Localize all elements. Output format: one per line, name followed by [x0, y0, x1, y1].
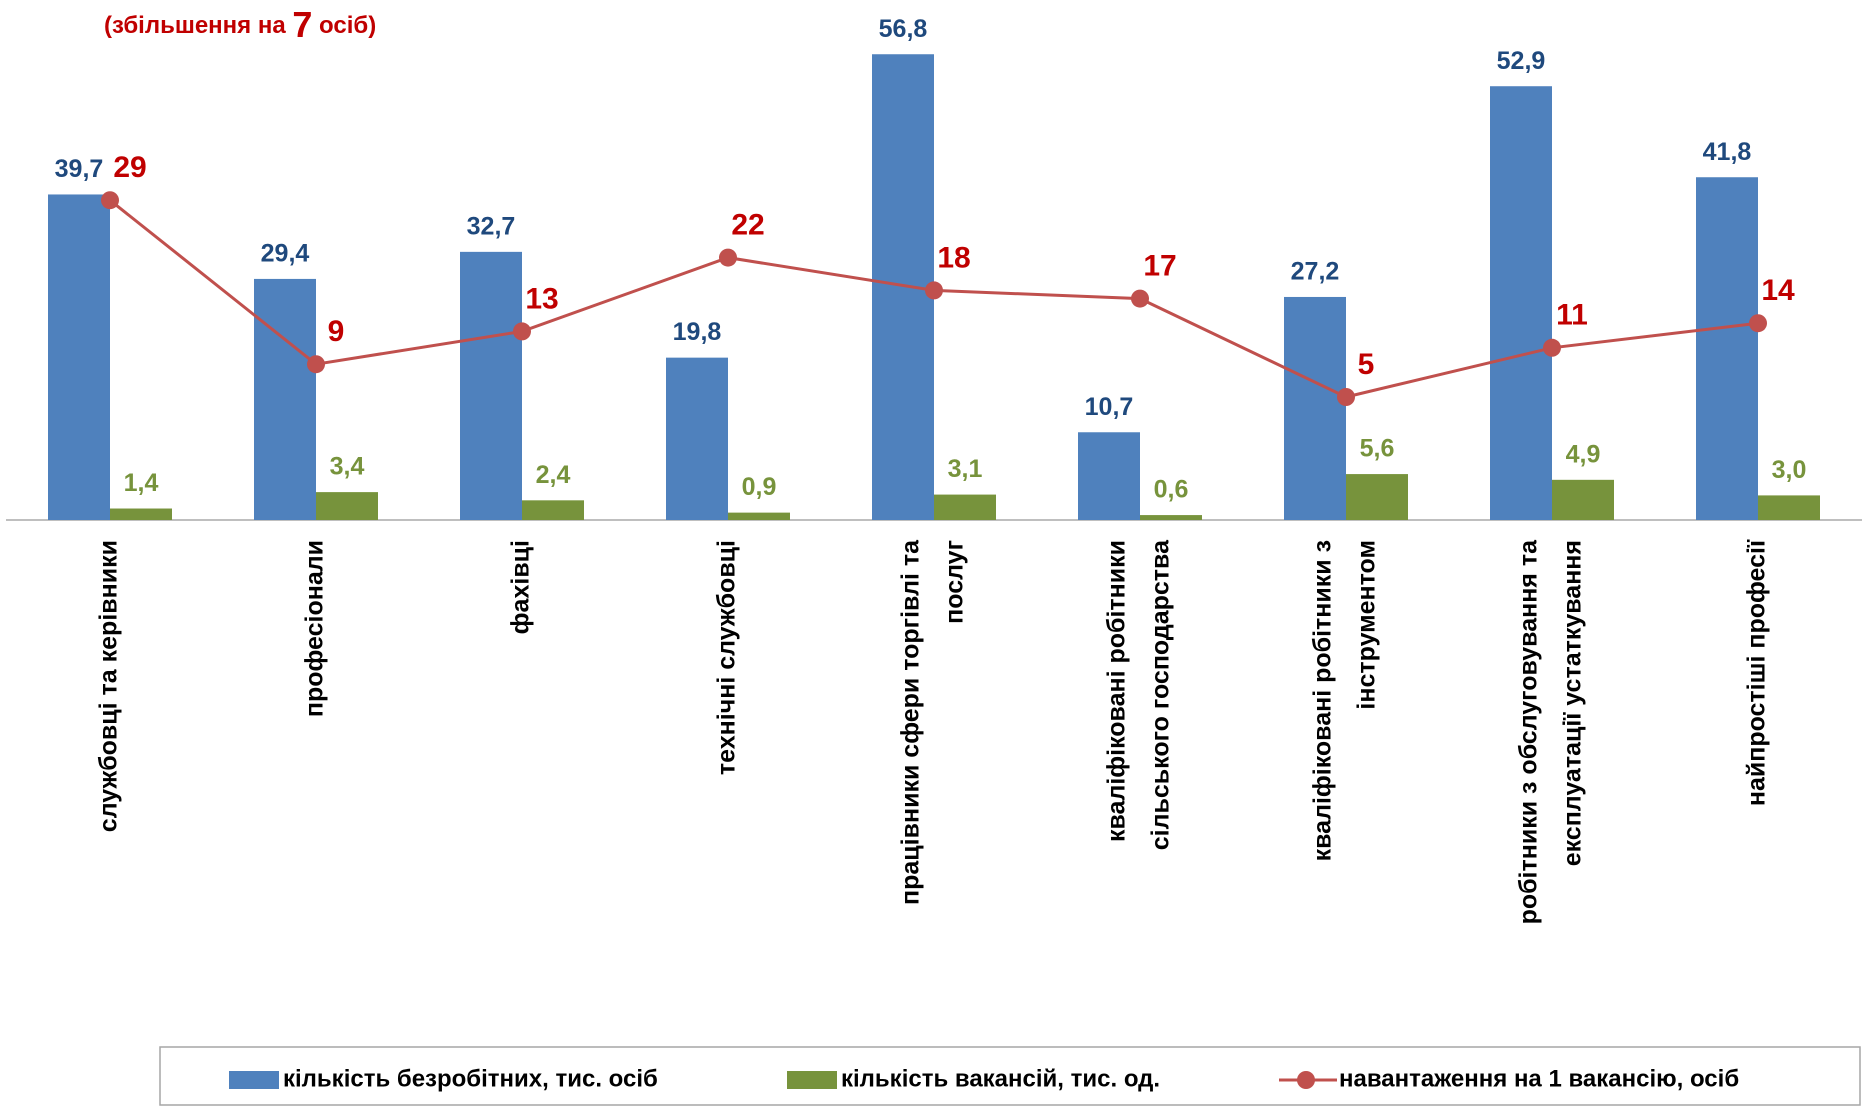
data-label: 27,2 [1291, 258, 1340, 286]
line-marker [1749, 314, 1767, 333]
data-label: 1,4 [124, 469, 159, 497]
data-label: 13 [525, 282, 558, 315]
data-label: 41,8 [1703, 138, 1752, 166]
subtitle-part: 7 [292, 4, 312, 45]
legend-box [159, 1046, 1861, 1106]
x-tick-label: робітники з обслуговування та [1515, 539, 1543, 925]
line-marker [925, 281, 943, 300]
bar [1758, 495, 1820, 520]
bar [460, 251, 522, 521]
x-tick-label: технічні службовці [713, 540, 741, 775]
bar [1284, 296, 1346, 520]
data-label: 52,9 [1497, 47, 1546, 75]
data-label: 5,6 [1360, 435, 1395, 463]
line-marker [1131, 289, 1149, 308]
x-tick-label: найпростіші професії [1743, 539, 1771, 806]
bar [522, 500, 584, 520]
bar [254, 278, 316, 520]
bar [934, 494, 996, 520]
legend-label: навантаження на 1 вакансію, осіб [1339, 1065, 1739, 1092]
subtitle-part: (збільшення на [104, 12, 292, 39]
line-marker [1543, 338, 1561, 357]
legend-swatch [787, 1071, 837, 1089]
data-label: 18 [937, 241, 970, 274]
subtitle-part: осіб) [312, 12, 376, 39]
data-label: 5 [1358, 348, 1375, 381]
x-tick-label: кваліфіковані робітники з [1309, 540, 1337, 861]
line-marker [513, 322, 531, 341]
x-tick-label: інструментом [1353, 540, 1381, 710]
bar [1696, 177, 1758, 521]
data-label: 10,7 [1085, 393, 1134, 421]
x-tick-label: сільського господарства [1147, 539, 1175, 850]
data-label: 3,1 [948, 455, 983, 483]
bar [1490, 86, 1552, 520]
data-label: 29,4 [261, 240, 310, 268]
bar [1346, 474, 1408, 520]
data-label: 14 [1761, 274, 1795, 307]
data-label: 11 [1556, 299, 1588, 332]
legend-label: кількість вакансій, тис. од. [841, 1065, 1160, 1092]
x-tick-label: професіонали [301, 540, 329, 717]
line-marker [719, 248, 737, 267]
legend-swatch [229, 1071, 279, 1089]
data-label: 0,9 [742, 473, 777, 501]
x-tick-label: фахівці [507, 540, 535, 634]
line-marker [1337, 388, 1355, 406]
bar [1078, 432, 1140, 520]
legend-label: кількість безробітних, тис. осіб [283, 1065, 658, 1092]
bar [872, 54, 934, 521]
data-label: 4,9 [1566, 440, 1601, 468]
x-tick-label: послуг [941, 540, 969, 624]
x-tick-label: кваліфіковані робітники [1103, 540, 1131, 842]
data-label: 22 [731, 209, 764, 242]
x-tick-label: експлуатації устаткування [1559, 540, 1587, 866]
line-marker [101, 191, 119, 210]
data-label: 39,7 [55, 155, 104, 183]
bar [1552, 479, 1614, 520]
data-label: 0,6 [1154, 476, 1189, 504]
bar [316, 492, 378, 520]
x-tick-label: службовці та керівники [95, 540, 123, 832]
line-marker [307, 355, 325, 374]
bar [48, 194, 110, 520]
data-label: 56,8 [879, 15, 928, 43]
data-label: 29 [113, 151, 146, 184]
data-label: 3,4 [330, 453, 365, 481]
chart-subtitle: (збільшення на 7 осіб) [104, 4, 376, 45]
data-label: 19,8 [673, 318, 722, 346]
bar [666, 357, 728, 520]
bar [728, 512, 790, 520]
x-tick-label: працівники сфери торгівлі та [897, 539, 925, 905]
data-label: 32,7 [467, 212, 516, 240]
data-label: 3,0 [1772, 456, 1807, 484]
data-label: 17 [1143, 250, 1176, 283]
data-label: 2,4 [536, 461, 571, 489]
data-label: 9 [328, 315, 345, 348]
bar [110, 508, 172, 520]
bar [1140, 515, 1202, 520]
legend-swatch [1297, 1071, 1315, 1089]
